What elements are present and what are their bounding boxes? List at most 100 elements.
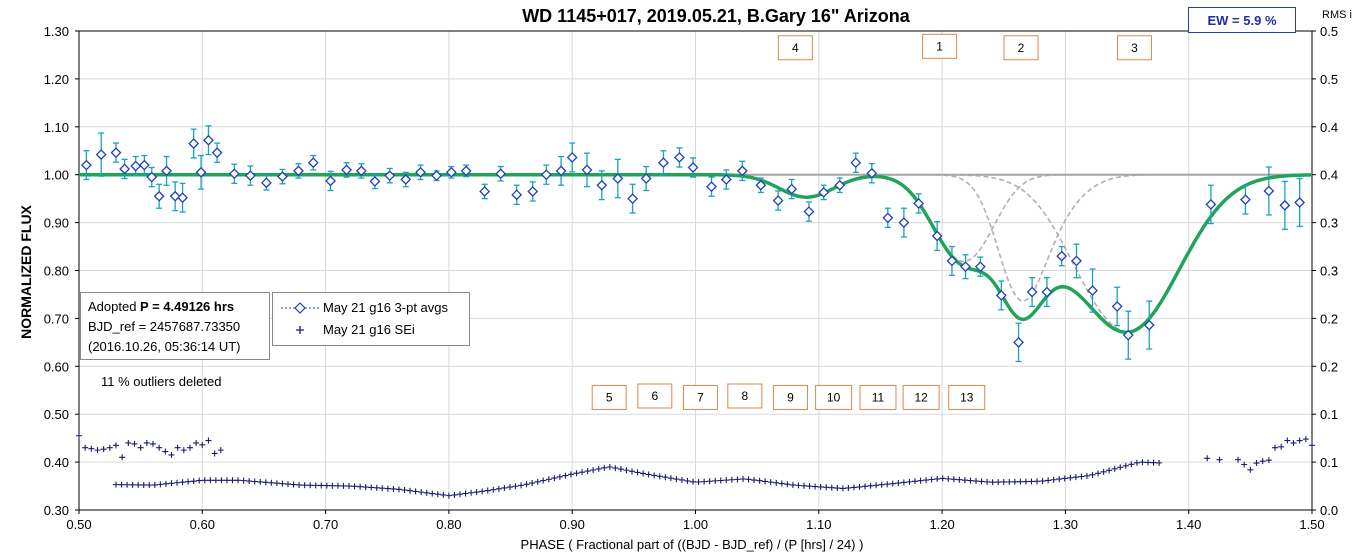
sei-point [889,480,896,487]
sei-point [323,482,330,489]
sei-point [140,481,147,488]
sei-point [506,484,513,491]
sei-point [1078,473,1085,480]
x-tick-label: 0.80 [436,517,461,532]
sei-point [984,478,991,485]
avg-point [400,174,412,185]
avg-point [527,186,539,197]
avg-point [755,179,767,191]
avg-point [566,152,578,163]
avg-point [540,169,552,181]
avg-point [479,186,491,197]
axes-ticks: 0.50 0.60 0.70 0.80 0.90 1.00 1.10 1.20 1.30 1.40… [44,24,1338,532]
avg-point [627,193,639,205]
avg-point [1122,329,1134,341]
sei-point [756,477,763,484]
sei-point [839,485,846,492]
sei-point [284,481,291,488]
sei-point [1216,456,1223,463]
sei-point [279,480,286,487]
avg-point [384,170,396,182]
sei-point [495,485,502,492]
sei-point [734,476,741,483]
avg-point [130,160,142,172]
sei-point [717,477,724,484]
avg-point [974,261,986,273]
avg-point [1294,197,1306,208]
diamond-icon [281,302,319,314]
rms-axis-label: RMS i [1322,9,1352,21]
sei-point [667,475,674,482]
avg-point [211,147,223,159]
avg-point [195,166,207,178]
gridlines [79,31,1312,510]
period-line: Adopted P = 4.49126 hrs [88,297,269,317]
sei-point [673,476,680,483]
event-label: 10 [827,390,841,404]
y-tick-label: 0.50 [44,407,69,422]
y2-tick-label: 0.5 [1320,72,1338,87]
event-label: 5 [606,390,613,404]
sei-point [146,482,153,489]
avg-point [1041,286,1053,298]
sei-point [806,483,813,490]
sei-point [884,481,891,488]
x-tick-label: 1.20 [929,517,954,532]
sei-point [961,477,968,484]
sei-point [1265,457,1272,464]
sei-point [1128,461,1135,468]
sei-point [695,479,702,486]
sei-point [199,441,206,448]
y2-tick-label: 0.3 [1320,216,1338,231]
sei-point [623,467,630,474]
event-label: 11 [872,390,885,404]
sei-point [180,447,187,454]
avg-point [138,159,150,171]
sei-point [579,469,586,476]
avg-point [119,163,131,175]
sei-point [135,481,142,488]
sei-point [205,437,212,444]
sei-point [739,475,746,482]
sei-point [318,482,325,489]
sei-point [174,444,181,451]
event-box [637,383,673,409]
avg-point [612,173,624,184]
event-box [682,384,718,410]
sei-point [340,482,347,489]
sei-point [745,476,752,483]
sei-point [312,482,319,489]
sei-point [190,478,197,485]
event-labels: 4 1 2 35 6 7 8 9 10 11 12 13 [591,33,1152,410]
event-label: 6 [651,389,658,403]
sei-point [112,442,119,449]
sei-point [143,439,150,446]
event-box [772,384,808,410]
avg-point [658,157,669,169]
sei-point [1106,467,1113,474]
sei-point [712,477,719,484]
avg-point [415,166,426,178]
avg-point [110,147,122,159]
sei-point [1089,471,1096,478]
sei-point [196,477,203,484]
ew-box: EW = 5.9 % [1188,7,1296,33]
sei-point [817,483,824,490]
sei-point [193,439,200,446]
sei-point [1117,464,1124,471]
sei-point [1290,439,1297,446]
legend: May 21 g16 3-pt avgs May 21 g16 SEi [272,292,470,346]
event-box [815,384,853,410]
sei-point [1133,459,1140,466]
avg-point [866,167,878,179]
sei-point [346,483,353,490]
sei-point [212,477,219,484]
sei-point [88,445,95,452]
y-axis-label: NORMALIZED FLUX [18,204,34,338]
avg-point [80,159,92,171]
sei-point [856,483,863,490]
event-box [948,384,986,410]
sei-point [1017,478,1024,485]
sei-point [967,477,974,484]
sei-point [162,448,169,455]
